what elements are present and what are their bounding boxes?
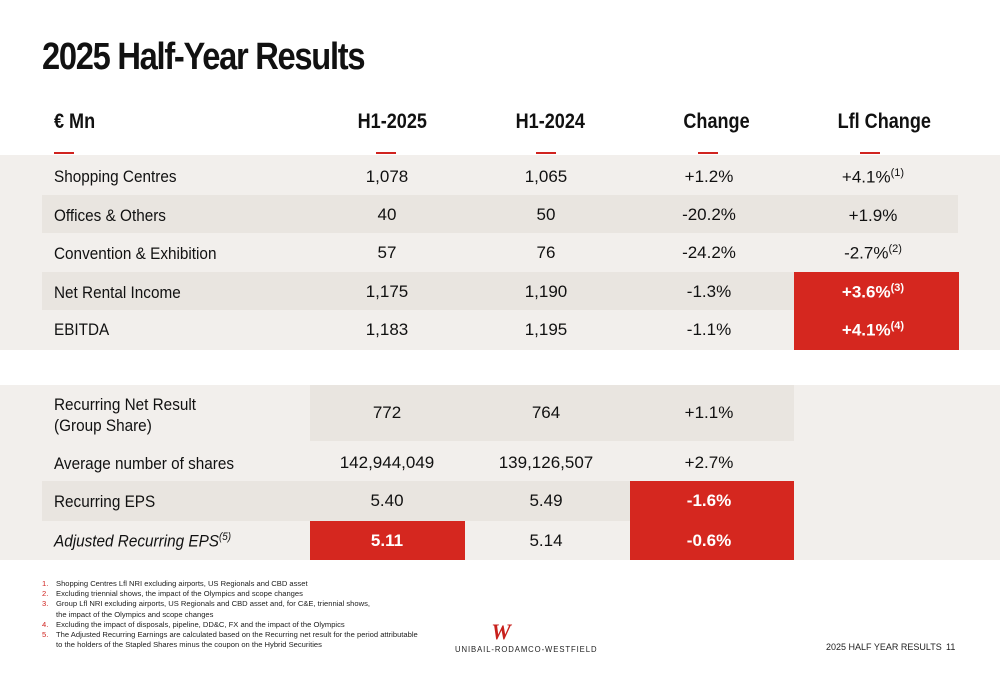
cell-h1-2025: 1,183 [365,320,409,339]
cell-change: +1.2% [684,167,734,186]
header-underline [536,152,556,154]
cell-lfl: -2.7%(2) [844,243,902,263]
row-label: Shopping Centres [54,167,177,186]
row-shade [42,195,958,233]
cell-change: -0.6% [686,531,732,550]
row-shade [310,385,794,441]
row-shade [42,481,630,521]
cell-h1-2024: 76 [536,243,556,262]
header-underline [54,152,74,154]
footnote: 4. Excluding the impact of disposals, pip… [42,619,345,629]
cell-lfl: +3.6%(3) [841,282,905,302]
cell-change: -20.2% [682,205,736,224]
header-unit: € Mn [54,110,96,133]
highlight-change [630,481,794,560]
row-label: Convention & Exhibition [54,244,217,263]
header-underline [698,152,718,154]
footnote: the impact of the Olympics and scope cha… [56,609,214,619]
cell-lfl: +1.9% [848,206,898,225]
highlight-lfl [794,272,959,350]
cell-lfl: +4.1%(4) [841,320,905,340]
footnotes: 1. Shopping Centres Lfl NRI excluding air… [42,579,418,650]
cell-h1-2025: 5.40 [370,491,404,510]
cell-change: -1.3% [686,282,732,301]
cell-h1-2024: 1,190 [524,282,568,301]
row-label: EBITDA [54,320,110,339]
cell-h1-2025: 1,175 [365,282,409,301]
cell-lfl: +4.1%(1) [841,167,905,187]
logo-mark-icon: W [491,619,511,644]
cell-change: -24.2% [682,243,736,262]
cell-h1-2024: 1,195 [524,320,568,339]
footnote: 2. Excluding triennial shows, the impact … [42,589,303,599]
footer-label: 2025 HALF YEAR RESULTS [826,642,942,652]
row-label: Average number of shares [54,454,235,473]
footnote: to the holders of the Stapled Shares min… [56,640,322,650]
logo-text: UNIBAIL-RODAMCO-WESTFIELD [455,644,598,654]
cell-h1-2024: 139,126,507 [498,453,594,472]
cell-h1-2025: 142,944,049 [339,453,435,472]
page-number: 11 [946,642,956,652]
header-underline [376,152,396,154]
cell-change: +1.1% [684,403,734,422]
cell-h1-2025: 772 [372,403,402,422]
cell-h1-2025: 1,078 [365,167,409,186]
cell-h1-2025: 57 [377,243,397,262]
header-underline [860,152,880,154]
row-label: Recurring EPS [54,492,156,511]
header-h1-2024: H1-2024 [515,110,585,133]
header-change: Change [683,110,750,133]
page-title: 2025 Half-Year Results [42,36,366,78]
cell-h1-2025: 40 [377,205,397,224]
cell-h1-2024: 764 [531,403,561,422]
row-shade [42,272,794,310]
company-logo: W UNIBAIL-RODAMCO-WESTFIELD [451,619,598,655]
cell-change: -1.1% [686,320,732,339]
cell-change: +2.7% [684,453,734,472]
header-h1-2025: H1-2025 [357,110,427,133]
row-label: Offices & Others [54,206,166,225]
row-label: Recurring Net Result (Group Share) [54,395,197,435]
cell-h1-2024: 5.49 [529,491,563,510]
row-label: Net Rental Income [54,283,181,302]
footnote: 1. Shopping Centres Lfl NRI excluding air… [42,579,308,588]
row-label: Adjusted Recurring EPS(5) [54,531,232,551]
footnote: 3. Group Lfl NRI excluding airports, US R… [42,599,371,609]
header-lfl-change: Lfl Change [837,110,931,133]
cell-change: -1.6% [686,491,732,510]
highlight-adjusted-eps [310,521,465,560]
cell-h1-2024: 50 [536,205,556,224]
cell-h1-2024: 5.14 [529,531,563,550]
cell-h1-2025: 5.11 [370,531,404,550]
cell-h1-2024: 1,065 [524,167,568,186]
footnote: 5. The Adjusted Recurring Earnings are ca… [42,630,418,640]
